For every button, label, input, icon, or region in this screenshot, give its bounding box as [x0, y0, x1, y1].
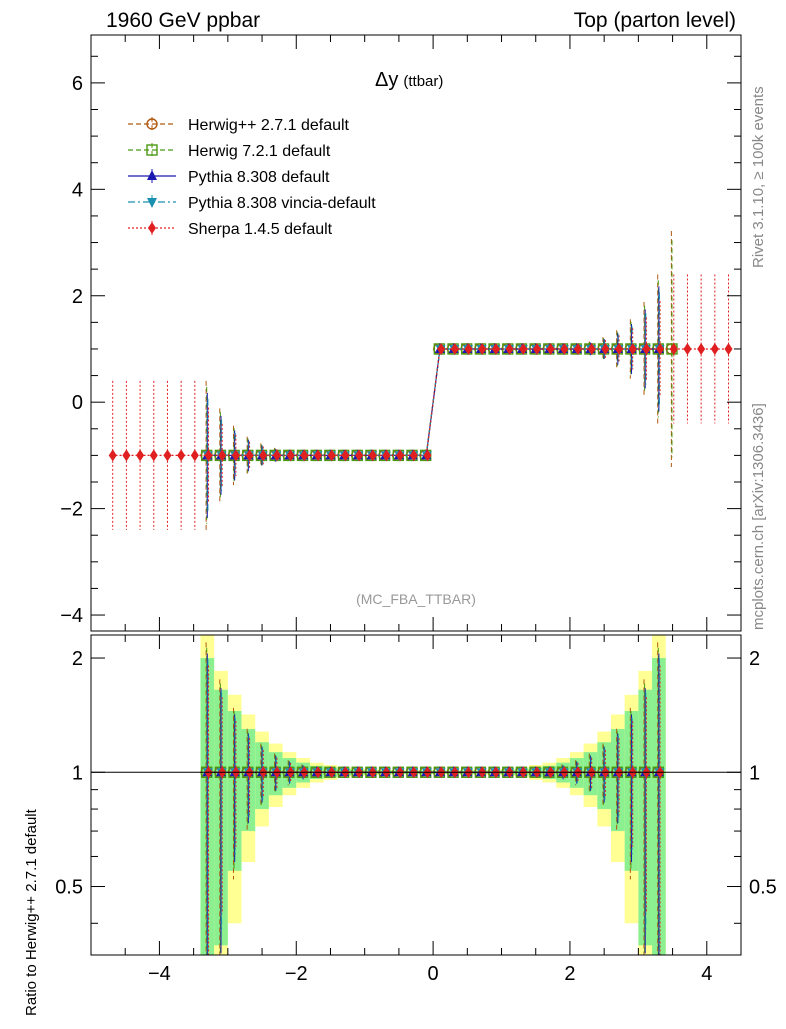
point-4-36: [601, 342, 610, 355]
point-4-45: [724, 342, 733, 355]
legend-marker-0: [146, 118, 158, 130]
ratio-ytick-label-right-1: 1: [749, 762, 760, 784]
point-4-12: [272, 449, 281, 462]
ratio-bands: [200, 635, 666, 955]
main-ytick-label-1: −2: [60, 499, 83, 521]
point-4-10: [245, 449, 254, 462]
point-4-27: [478, 342, 487, 355]
point-4-21: [396, 449, 405, 462]
legend-label-1: Herwig 7.2.1 default: [188, 143, 331, 160]
axes: −4 −2 0 2 4 −4 −2 0 2 4 6 0.5 0.5 1 1 2 2: [55, 34, 777, 985]
legend-label-2: Pythia 8.308 default: [188, 169, 330, 186]
point-4-7: [204, 449, 213, 462]
point-4-41: [669, 342, 678, 355]
legend-label-4: Sherpa 1.4.5 default: [188, 221, 333, 238]
xtick-label-3: 2: [564, 963, 575, 985]
legend-marker-1: [146, 144, 158, 156]
legend: Herwig++ 2.7.1 default Herwig 7.2.1 defau…: [128, 117, 376, 238]
series-line-0: [207, 348, 673, 456]
legend-label-0: Herwig++ 2.7.1 default: [188, 117, 350, 134]
mcplots-label: mcplots.cern.ch [arXiv:1306.3436]: [750, 403, 767, 630]
point-4-13: [286, 449, 295, 462]
point-4-20: [382, 449, 391, 462]
xtick-label-4: 4: [701, 963, 712, 985]
main-ytick-label-5: 6: [72, 73, 83, 95]
point-4-29: [505, 342, 514, 355]
xtick-label-0: −4: [148, 963, 171, 985]
ratio-ylabel: Ratio to Herwig++ 2.7.1 default: [23, 808, 40, 1016]
point-4-8: [218, 449, 227, 462]
point-4-33: [560, 342, 569, 355]
point-4-15: [313, 449, 322, 462]
point-4-44: [710, 342, 719, 355]
rivet-label: Rivet 3.1.10, ≥ 100k events: [750, 86, 767, 268]
point-4-32: [546, 342, 555, 355]
main-ytick-label-0: −4: [60, 605, 83, 627]
xtick-label-2: 0: [428, 963, 439, 985]
main-ytick-label-3: 2: [72, 286, 83, 308]
point-4-4: [163, 449, 172, 462]
xtick-label-1: −2: [285, 963, 308, 985]
ratio-ytick-label-0: 0.5: [55, 877, 83, 899]
series-line-1: [207, 348, 673, 456]
point-4-35: [587, 342, 596, 355]
ratio-ytick-label-1: 1: [72, 762, 83, 784]
point-4-34: [573, 342, 582, 355]
ratio-ytick-label-right-2: 2: [749, 648, 760, 670]
point-4-37: [615, 342, 624, 355]
point-4-23: [423, 449, 432, 462]
point-4-5: [177, 449, 186, 462]
analysis-watermark: (MC_FBA_TTBAR): [356, 591, 476, 607]
point-4-16: [327, 449, 336, 462]
point-4-38: [628, 342, 637, 355]
point-4-9: [231, 449, 240, 462]
point-4-30: [519, 342, 528, 355]
legend-marker-2: [147, 170, 157, 180]
header-left: 1960 GeV ppbar: [106, 9, 260, 32]
legend-marker-4: [148, 222, 156, 234]
legend-label-3: Pythia 8.308 vincia-default: [188, 195, 376, 212]
point-4-0: [108, 449, 117, 462]
main-ytick-label-4: 4: [72, 179, 83, 201]
main-frame: [90, 34, 742, 632]
point-4-6: [190, 449, 199, 462]
point-4-43: [697, 342, 706, 355]
point-4-11: [259, 449, 268, 462]
plot-title: Δy (ttbar): [375, 69, 443, 91]
point-4-31: [532, 342, 541, 355]
point-4-22: [409, 449, 418, 462]
ratio-frame: [90, 634, 742, 956]
point-4-1: [122, 449, 131, 462]
point-4-26: [464, 342, 473, 355]
ratio-ytick-label-2: 2: [72, 648, 83, 670]
point-4-28: [491, 342, 500, 355]
legend-marker-3: [147, 198, 157, 208]
main-ytick-label-2: 0: [72, 392, 83, 414]
point-4-25: [450, 342, 459, 355]
series-line-4: [111, 348, 728, 456]
point-4-14: [300, 449, 309, 462]
point-4-24: [437, 342, 446, 355]
ratio-ytick-label-right-0: 0.5: [749, 877, 777, 899]
point-4-42: [683, 342, 692, 355]
point-4-3: [149, 449, 158, 462]
header-right: Top (parton level): [574, 9, 736, 32]
point-4-40: [656, 342, 665, 355]
point-4-39: [642, 342, 651, 355]
point-4-18: [355, 449, 364, 462]
point-4-19: [368, 449, 377, 462]
point-4-17: [341, 449, 350, 462]
point-4-2: [136, 449, 145, 462]
series-3: [202, 292, 665, 955]
